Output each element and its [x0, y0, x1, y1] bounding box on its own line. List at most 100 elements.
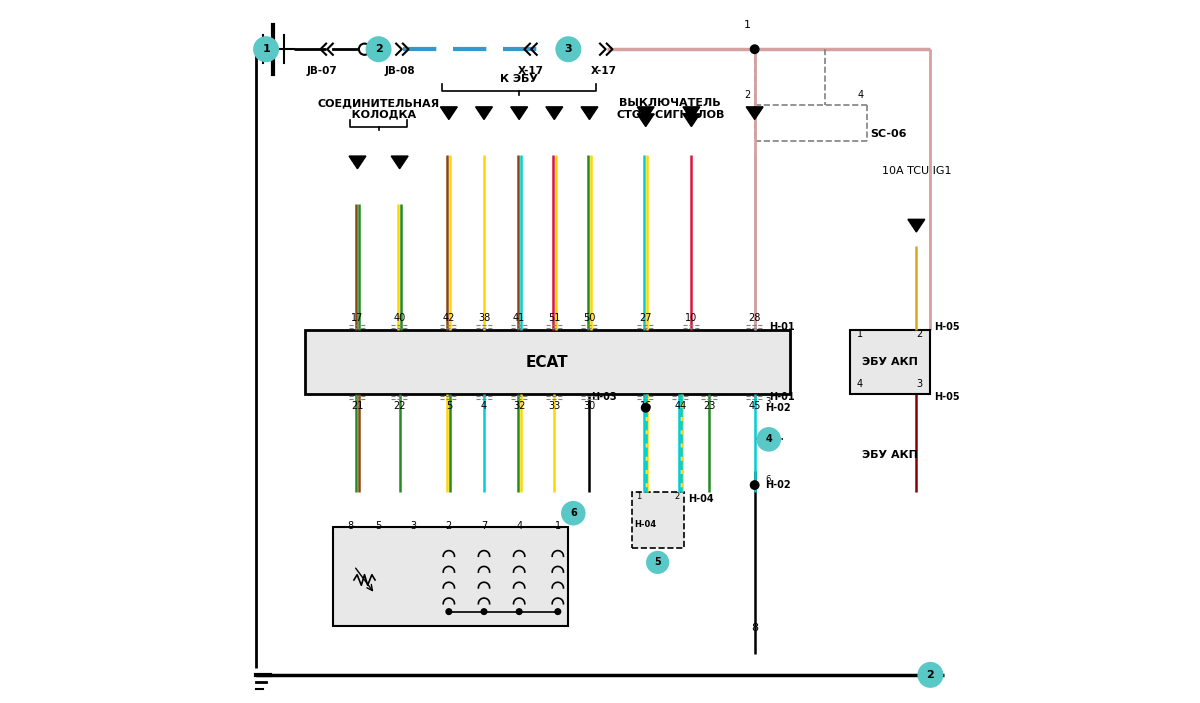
Text: ЭБУ АКП: ЭБУ АКП	[862, 357, 918, 367]
Circle shape	[516, 609, 522, 614]
Text: H-04: H-04	[635, 520, 656, 529]
Text: H-02: H-02	[766, 403, 791, 413]
Text: 7: 7	[481, 521, 487, 531]
Text: 41: 41	[514, 314, 526, 323]
Text: 2: 2	[744, 91, 751, 101]
Text: 21: 21	[352, 401, 364, 411]
Bar	[332, 527, 569, 626]
Text: 3: 3	[410, 521, 416, 531]
Text: 2: 2	[917, 330, 923, 340]
Polygon shape	[683, 107, 700, 120]
Text: 10A TCU IG1: 10A TCU IG1	[882, 166, 952, 176]
Text: 50: 50	[583, 314, 595, 323]
Circle shape	[254, 37, 278, 61]
Text: 27: 27	[640, 314, 652, 323]
Text: 28: 28	[749, 314, 761, 323]
Text: 38: 38	[478, 314, 490, 323]
Text: 51: 51	[548, 314, 560, 323]
Bar	[850, 330, 930, 394]
Text: 5: 5	[376, 521, 382, 531]
Text: X-17: X-17	[590, 66, 617, 76]
Polygon shape	[349, 156, 366, 169]
Text: 3: 3	[564, 44, 572, 54]
Text: 32: 32	[512, 401, 526, 411]
Polygon shape	[746, 107, 763, 120]
Polygon shape	[637, 114, 654, 127]
Text: H-02: H-02	[766, 480, 791, 490]
Circle shape	[750, 45, 758, 53]
Text: 4: 4	[858, 91, 864, 101]
Circle shape	[757, 428, 780, 451]
Circle shape	[750, 481, 758, 489]
Bar	[631, 492, 684, 548]
Text: 42: 42	[443, 314, 455, 323]
Bar	[305, 330, 790, 394]
Text: 2: 2	[374, 44, 383, 54]
Text: 1: 1	[857, 330, 863, 340]
Circle shape	[481, 609, 487, 614]
Text: 17: 17	[352, 314, 364, 323]
Text: ЭБУ АКП: ЭБУ АКП	[862, 450, 918, 460]
Text: JB-08: JB-08	[384, 66, 415, 76]
Text: 16: 16	[640, 401, 652, 411]
Text: 8: 8	[751, 623, 758, 633]
Circle shape	[557, 37, 581, 61]
Polygon shape	[475, 107, 492, 120]
Text: H-04: H-04	[688, 494, 714, 504]
Text: 2: 2	[926, 670, 935, 680]
Text: H-01: H-01	[769, 322, 794, 332]
Text: JB-07: JB-07	[307, 66, 337, 76]
Text: 45: 45	[749, 401, 761, 411]
Text: H-03: H-03	[590, 392, 617, 402]
Text: 1: 1	[636, 492, 641, 501]
Text: 44: 44	[674, 401, 686, 411]
Polygon shape	[581, 107, 598, 120]
Polygon shape	[391, 156, 408, 169]
Text: 33: 33	[548, 401, 560, 411]
Text: 2: 2	[674, 492, 680, 501]
Circle shape	[367, 37, 390, 61]
Text: 1: 1	[744, 20, 751, 30]
Text: 8: 8	[347, 521, 354, 531]
Text: 6: 6	[766, 475, 770, 484]
Text: 10: 10	[685, 314, 697, 323]
Text: H-05: H-05	[934, 322, 960, 332]
Text: 6: 6	[570, 508, 577, 518]
Text: 1: 1	[262, 44, 270, 54]
Text: 5: 5	[445, 401, 452, 411]
Circle shape	[642, 404, 650, 412]
Circle shape	[556, 609, 560, 614]
Polygon shape	[637, 107, 654, 120]
Text: 3: 3	[917, 379, 923, 389]
Circle shape	[647, 552, 668, 573]
Text: 4: 4	[481, 401, 487, 411]
Text: СОЕДИНИТЕЛЬНАЯ
   КОЛОДКА: СОЕДИНИТЕЛЬНАЯ КОЛОДКА	[318, 98, 439, 120]
Text: 22: 22	[394, 401, 406, 411]
Text: 30: 30	[583, 401, 595, 411]
Text: ECAT: ECAT	[526, 354, 569, 370]
Text: 1: 1	[554, 521, 560, 531]
Text: 4: 4	[516, 521, 522, 531]
Text: 4: 4	[766, 434, 772, 444]
Text: 3: 3	[766, 397, 770, 406]
Text: H-01: H-01	[769, 392, 794, 402]
Text: X-17: X-17	[518, 66, 544, 76]
Text: H-05: H-05	[934, 392, 960, 402]
Polygon shape	[511, 107, 528, 120]
Text: 23: 23	[703, 401, 715, 411]
Circle shape	[918, 663, 942, 687]
Text: 40: 40	[394, 314, 406, 323]
Circle shape	[562, 502, 584, 524]
Text: К ЭБУ: К ЭБУ	[500, 75, 538, 84]
Circle shape	[359, 44, 370, 55]
Text: SC-06: SC-06	[871, 129, 907, 139]
Text: 5: 5	[654, 557, 661, 567]
Circle shape	[446, 609, 451, 614]
Text: ВЫКЛЮЧАТЕЛЬ
СТОП-СИГНАЛОВ: ВЫКЛЮЧАТЕЛЬ СТОП-СИГНАЛОВ	[616, 98, 725, 120]
Polygon shape	[546, 107, 563, 120]
Polygon shape	[683, 114, 700, 127]
Polygon shape	[440, 107, 457, 120]
Polygon shape	[908, 219, 925, 232]
Text: 4: 4	[857, 379, 863, 389]
Text: 2: 2	[445, 521, 452, 531]
